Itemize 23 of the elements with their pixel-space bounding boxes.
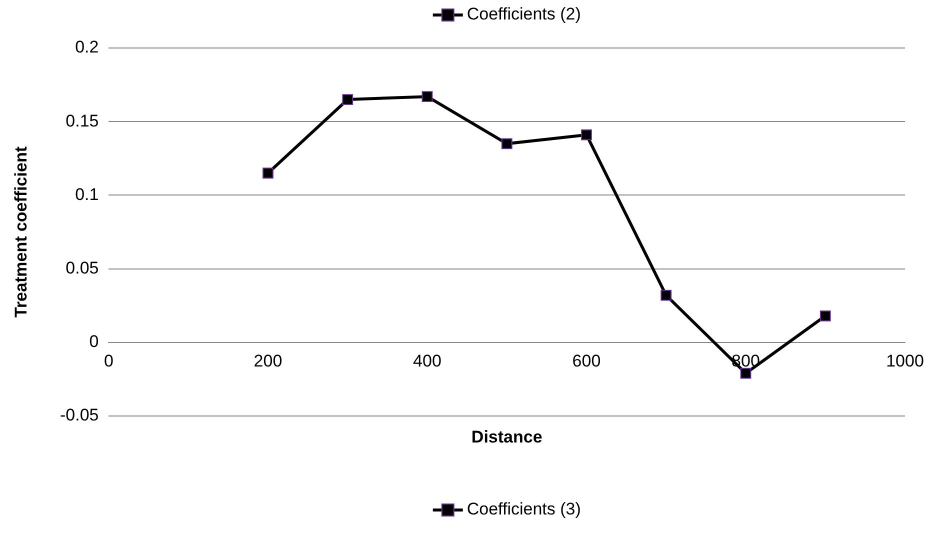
- y-tick-label: 0.05: [66, 258, 99, 278]
- point: [740, 368, 752, 379]
- x-axis-title: Distance: [471, 428, 542, 447]
- x-tick-label: 600: [572, 351, 601, 370]
- x-tick-label: 400: [413, 351, 442, 370]
- legend-label: Coefficients (2): [466, 4, 581, 24]
- x-tick-label: 1000: [886, 351, 924, 370]
- y-tick-label: 0: [89, 332, 99, 352]
- legend-label: Coefficients (3): [466, 500, 581, 519]
- x-tick-label: 0: [104, 351, 114, 370]
- point: [660, 290, 672, 301]
- y-tick-label: 0.15: [66, 111, 99, 130]
- y-tick-label: -0.05: [60, 406, 99, 425]
- x-tick-label: 200: [254, 351, 282, 370]
- y-tick-label: 0.1: [75, 184, 99, 204]
- point: [342, 94, 354, 105]
- y-tick-label: 0.2: [75, 38, 99, 57]
- point: [820, 310, 831, 322]
- point: [581, 129, 592, 140]
- point: [501, 138, 512, 150]
- y-axis-title: Treatment coefficient: [12, 146, 31, 318]
- point: [422, 91, 433, 102]
- point: [262, 168, 274, 179]
